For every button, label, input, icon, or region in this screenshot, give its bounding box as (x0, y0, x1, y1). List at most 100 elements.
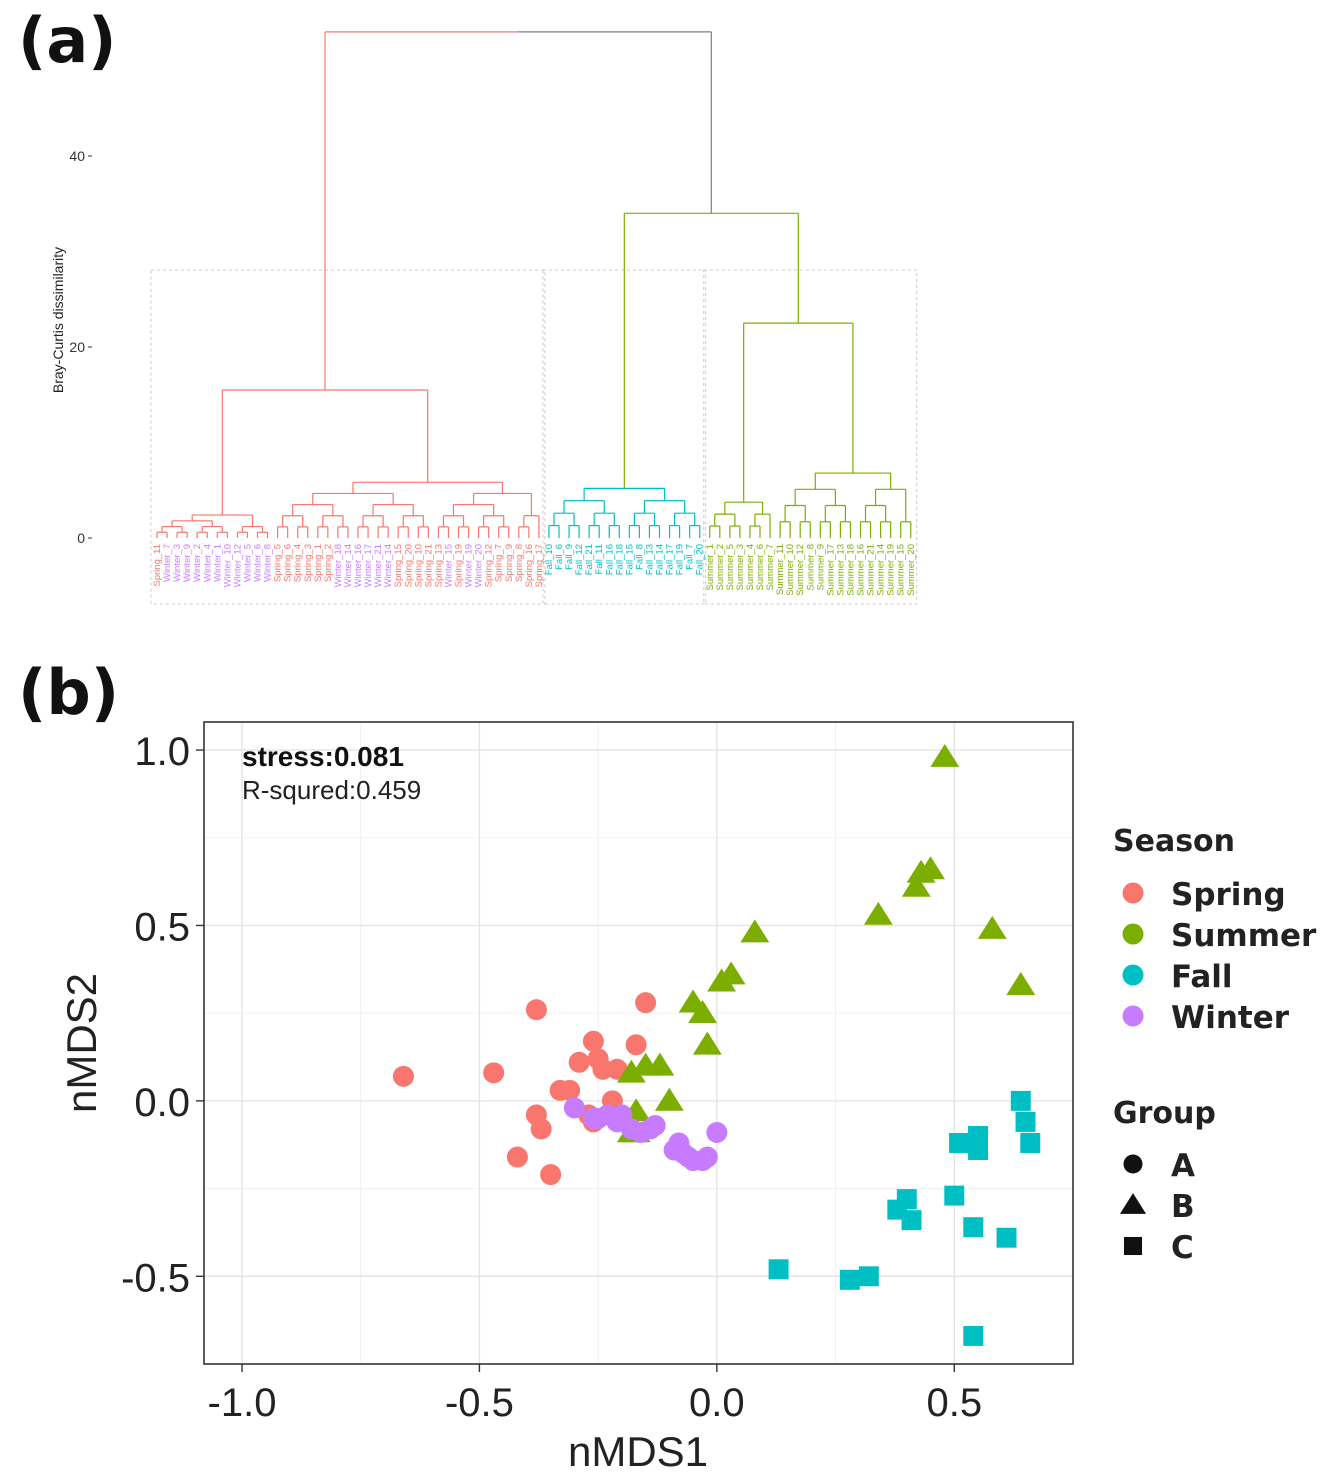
leaf-label: Spring_17 (534, 544, 545, 587)
leaf-label: Spring_11 (152, 544, 163, 587)
leaf-label: Spring_20 (403, 544, 414, 587)
dendrogram-y-axis: 0 20 40 (69, 148, 92, 546)
point-spring (635, 992, 657, 1014)
leaf-label: Summer_4 (745, 544, 756, 590)
leaf-label: Summer_8 (805, 544, 816, 590)
leaf-label: Winter_9 (182, 544, 193, 582)
leaf-label: Spring_8 (514, 544, 525, 582)
leaf-label: Fall_10 (544, 544, 555, 575)
point-summer (740, 919, 770, 943)
leaf-label: Fall_15 (624, 544, 635, 575)
legend-key-group-b (1119, 1193, 1147, 1214)
legend-key-spring (1122, 882, 1144, 904)
point-summer (616, 1059, 646, 1083)
point-winter (639, 1118, 661, 1140)
point-summer (688, 1000, 718, 1024)
leaf-label: Spring_21 (423, 544, 434, 587)
scatter-legend: Season Spring Summer Fall Winter Group ABC (1113, 824, 1317, 1266)
point-spring (582, 1030, 604, 1052)
leaf-label: Fall_16 (604, 544, 615, 575)
leaf-label: Summer_10 (785, 544, 796, 596)
leaf-label: Fall_12 (574, 544, 585, 575)
leaf-label: Winter_17 (363, 544, 374, 587)
leaf-label: Fall_21 (584, 544, 595, 575)
leaf-label: Summer_16 (856, 544, 867, 596)
point-spring (392, 1065, 414, 1087)
leaf-label: Winter_20 (474, 544, 485, 587)
point-winter (677, 1146, 699, 1168)
x-tick-label: -1.0 (208, 1381, 277, 1425)
leaf-label: Summer_21 (866, 544, 877, 596)
point-summer (901, 873, 931, 897)
cluster-box (150, 269, 546, 605)
leaf-label: Fall_19 (675, 544, 686, 575)
point-summer (1006, 971, 1036, 995)
leaf-label: Fall_20 (695, 544, 706, 575)
leaf-label: Spring_12 (484, 544, 495, 587)
panel-label-a: (a) (18, 4, 117, 77)
leaf-label: Winter_14 (343, 544, 354, 587)
point-fall (858, 1266, 879, 1287)
leaf-label: Fall_18 (614, 544, 625, 575)
dendro-tick-label: 0 (77, 530, 85, 546)
point-spring (540, 1164, 562, 1186)
leaf-label: Spring_5 (273, 544, 284, 582)
point-winter (611, 1104, 633, 1126)
dendro-tick-label: 20 (69, 339, 85, 355)
x-tick-label: -0.5 (445, 1381, 514, 1425)
point-summer (692, 1031, 722, 1055)
leaf-label: Summer_19 (886, 544, 897, 596)
leaf-label: Summer_14 (876, 544, 887, 596)
point-spring (530, 1118, 552, 1140)
leaf-label: Winter_4 (202, 544, 213, 582)
cluster-box (703, 269, 918, 605)
point-fall (839, 1269, 860, 1290)
point-winter (706, 1121, 728, 1143)
leaf-label: Summer_6 (755, 544, 766, 590)
leaf-label: Spring_2 (323, 544, 334, 582)
leaf-label: Summer_1 (705, 544, 716, 590)
legend-key-group-c (1123, 1236, 1143, 1256)
leaf-label: Fall_8 (634, 544, 645, 570)
point-spring (506, 1146, 528, 1168)
leaf-label: Winter_18 (333, 544, 344, 587)
point-spring (559, 1079, 581, 1101)
x-axis-label: nMDS1 (568, 1428, 708, 1475)
leaf-label: Spring_4 (293, 544, 304, 582)
point-summer (631, 1052, 661, 1076)
panel-label-b: (b) (18, 656, 119, 729)
r-squared-annotation: R-squred:0.459 (242, 775, 421, 805)
leaf-label: Spring_9 (504, 544, 515, 582)
legend-label-winter: Winter (1171, 1000, 1290, 1036)
y-tick-label: 0.5 (134, 905, 190, 949)
point-fall (944, 1185, 965, 1206)
leaf-label: Spring_10 (413, 544, 424, 587)
point-winter (563, 1097, 585, 1119)
leaf-label: Summer_11 (775, 544, 786, 595)
point-fall (768, 1259, 789, 1280)
leaf-label: Summer_15 (896, 544, 907, 596)
legend-label-summer: Summer (1171, 918, 1317, 954)
legend-season-title: Season (1113, 824, 1235, 859)
point-fall (1020, 1133, 1041, 1153)
leaf-label: Winter_2 (192, 544, 203, 582)
leaf-label: Fall_6 (554, 544, 565, 570)
x-tick-label: 0.5 (926, 1381, 982, 1425)
leaf-label: Spring_1 (313, 544, 324, 582)
legend-key-fall (1122, 964, 1144, 986)
leaf-label: Summer_13 (835, 544, 846, 596)
point-summer (906, 859, 936, 883)
leaf-label: Spring_16 (524, 544, 535, 587)
leaf-label: Spring_19 (454, 544, 465, 587)
leaf-label: Winter_7 (162, 544, 173, 582)
leaf-label: Winter_10 (222, 544, 233, 587)
point-fall (901, 1210, 922, 1231)
dendro-tick-label: 40 (69, 148, 85, 164)
leaf-label: Summer_3 (735, 544, 746, 590)
leaf-label: Winter_8 (263, 544, 274, 582)
leaf-label: Winter_5 (242, 544, 253, 582)
leaf-label: Fall_11 (594, 544, 605, 574)
leaf-label: Fall_7 (685, 544, 696, 570)
